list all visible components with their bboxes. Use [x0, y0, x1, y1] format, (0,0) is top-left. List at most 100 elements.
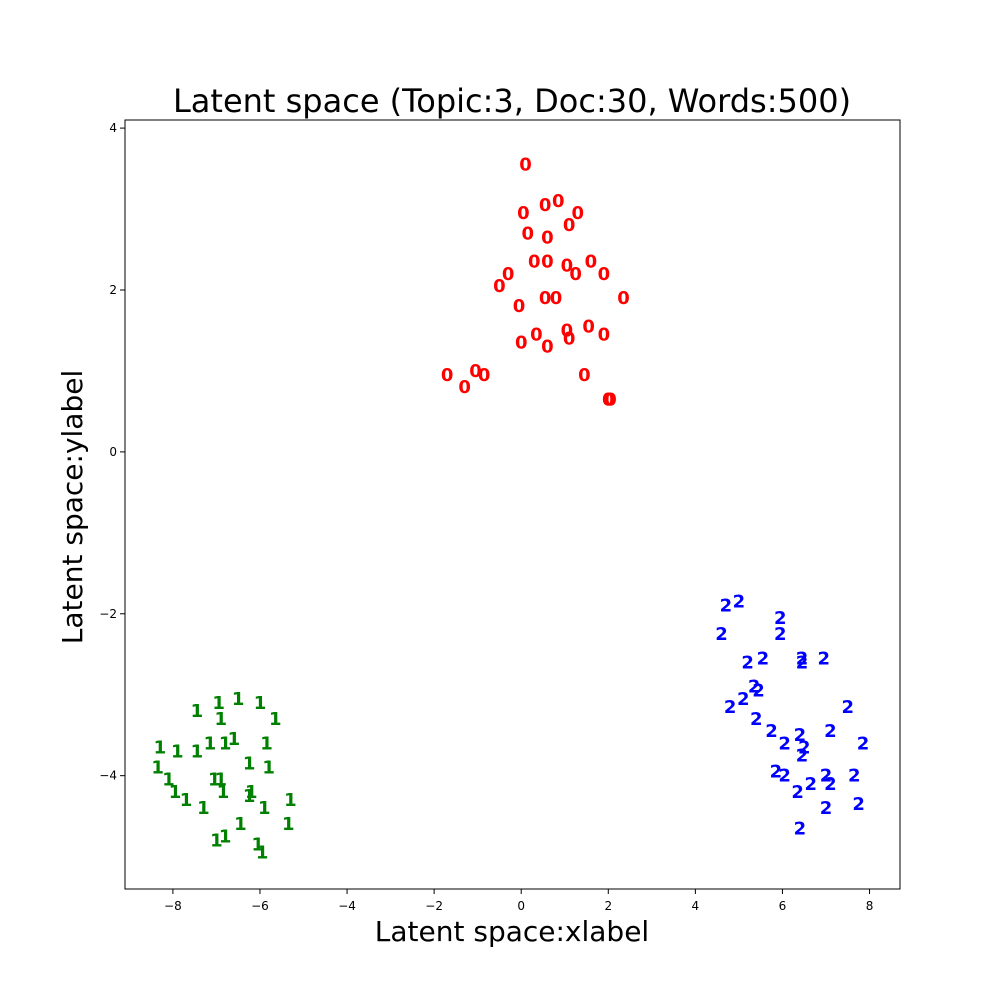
point-topic-2-8: 2	[796, 652, 809, 673]
point-topic-2-20: 2	[778, 733, 791, 754]
point-topic-1-0: 1	[232, 689, 245, 710]
point-topic-0-3: 0	[517, 203, 530, 224]
point-topic-0-23: 0	[530, 325, 543, 346]
point-topic-2-25: 2	[848, 766, 861, 787]
point-topic-1-2: 1	[254, 693, 267, 714]
x-tick-label-5: 2	[604, 899, 612, 913]
point-topic-1-24: 1	[180, 790, 193, 811]
point-topic-2-23: 2	[770, 762, 783, 783]
point-topic-1-16: 1	[215, 770, 228, 791]
point-topic-0-30: 0	[578, 365, 591, 386]
point-topic-2-32: 2	[794, 818, 807, 839]
point-topic-0-6: 0	[521, 223, 534, 244]
point-topic-2-3: 2	[715, 624, 728, 645]
x-tick-label-2: −4	[338, 899, 356, 913]
point-topic-1-13: 1	[243, 754, 256, 775]
point-topic-1-30: 1	[210, 830, 223, 851]
point-topic-0-20: 0	[582, 316, 595, 337]
point-topic-1-15: 1	[262, 758, 275, 779]
point-topic-1-9: 1	[260, 733, 273, 754]
ticks-layer: −8 −6 −4 −2 0 2 4 6 8 −4 −2 0 2 4	[99, 121, 873, 913]
point-topic-2-18: 2	[794, 725, 807, 746]
x-tick-label-6: 4	[692, 899, 700, 913]
point-topic-1-7: 1	[204, 733, 217, 754]
point-topic-0-16: 0	[617, 288, 630, 309]
y-tick-label-2: 0	[109, 445, 117, 459]
point-topic-2-16: 2	[824, 721, 837, 742]
plot-frame	[124, 119, 901, 890]
y-tick-label-4: 4	[109, 121, 117, 135]
point-topic-0-27: 0	[441, 365, 454, 386]
point-topic-2-17: 2	[765, 721, 778, 742]
point-topic-0-11: 0	[585, 252, 598, 273]
point-topic-1-20: 1	[245, 782, 258, 803]
point-topic-1-32: 1	[256, 843, 269, 864]
point-topic-2-29: 2	[791, 782, 804, 803]
point-topic-1-14: 1	[151, 758, 164, 779]
point-topic-1-18: 1	[162, 770, 175, 791]
chart-title: Latent space (Topic:3, Doc:30, Words:500…	[173, 82, 851, 120]
point-topic-1-5: 1	[269, 709, 282, 730]
point-topic-2-30: 2	[852, 794, 865, 815]
point-topic-2-1: 2	[720, 596, 733, 617]
x-tick-label-1: −6	[251, 899, 269, 913]
point-topic-1-6: 1	[228, 729, 241, 750]
point-topic-0-21: 0	[561, 320, 574, 341]
point-topic-1-3: 1	[191, 701, 204, 722]
point-topic-2-24: 2	[778, 766, 791, 787]
point-topic-0-32: 0	[602, 389, 615, 410]
point-topic-1-8: 1	[219, 733, 232, 754]
point-topic-2-21: 2	[798, 737, 811, 758]
point-topic-2-15: 2	[750, 709, 763, 730]
point-topic-0-15: 0	[493, 276, 506, 297]
x-tick-label-3: −2	[425, 899, 443, 913]
point-topic-0-1: 0	[539, 195, 552, 216]
point-topic-2-6: 2	[757, 648, 770, 669]
point-topic-1-27: 1	[234, 814, 247, 835]
point-topic-2-2: 2	[774, 608, 787, 629]
point-topic-1-12: 1	[191, 741, 204, 762]
point-topic-0-12: 0	[569, 264, 582, 285]
point-topic-0-25: 0	[515, 333, 528, 354]
point-topic-0-33: 0	[604, 389, 617, 410]
point-topic-1-22: 1	[169, 782, 182, 803]
point-topic-0-24: 0	[563, 329, 576, 350]
point-topic-0-28: 0	[469, 361, 482, 382]
point-topic-0-26: 0	[541, 337, 554, 358]
point-topic-0-14: 0	[502, 264, 515, 285]
point-topic-1-26: 1	[197, 798, 210, 819]
point-topic-0-19: 0	[513, 296, 526, 317]
point-topic-1-1: 1	[212, 693, 225, 714]
point-topic-0-2: 0	[552, 191, 565, 212]
point-topic-2-9: 2	[741, 652, 754, 673]
point-topic-2-10: 2	[748, 677, 761, 698]
y-tick-label-3: 2	[109, 283, 117, 297]
point-topic-2-11: 2	[752, 681, 765, 702]
point-topic-0-10: 0	[561, 256, 574, 277]
point-topic-2-14: 2	[724, 697, 737, 718]
point-topic-0-9: 0	[541, 252, 554, 273]
point-topic-1-25: 1	[258, 798, 271, 819]
point-topic-1-21: 1	[243, 786, 256, 807]
point-topic-1-10: 1	[154, 737, 167, 758]
point-topic-0-31: 0	[458, 377, 471, 398]
point-topic-0-0: 0	[519, 155, 532, 176]
point-topic-0-13: 0	[598, 264, 611, 285]
point-topic-1-29: 1	[219, 826, 232, 847]
point-topic-0-5: 0	[563, 215, 576, 236]
x-tick-label-7: 6	[779, 899, 787, 913]
y-tick-label-0: −4	[99, 769, 117, 783]
x-tick-label-4: 0	[517, 899, 525, 913]
point-topic-2-4: 2	[774, 624, 787, 645]
x-tick-label-8: 8	[866, 899, 874, 913]
y-axis-label: Latent space:ylabel	[56, 370, 89, 644]
point-topic-0-8: 0	[528, 252, 541, 273]
x-axis-label: Latent space:xlabel	[375, 915, 649, 948]
point-topic-2-12: 2	[737, 689, 750, 710]
point-topic-2-28: 2	[804, 774, 817, 795]
point-topic-2-22: 2	[796, 745, 809, 766]
